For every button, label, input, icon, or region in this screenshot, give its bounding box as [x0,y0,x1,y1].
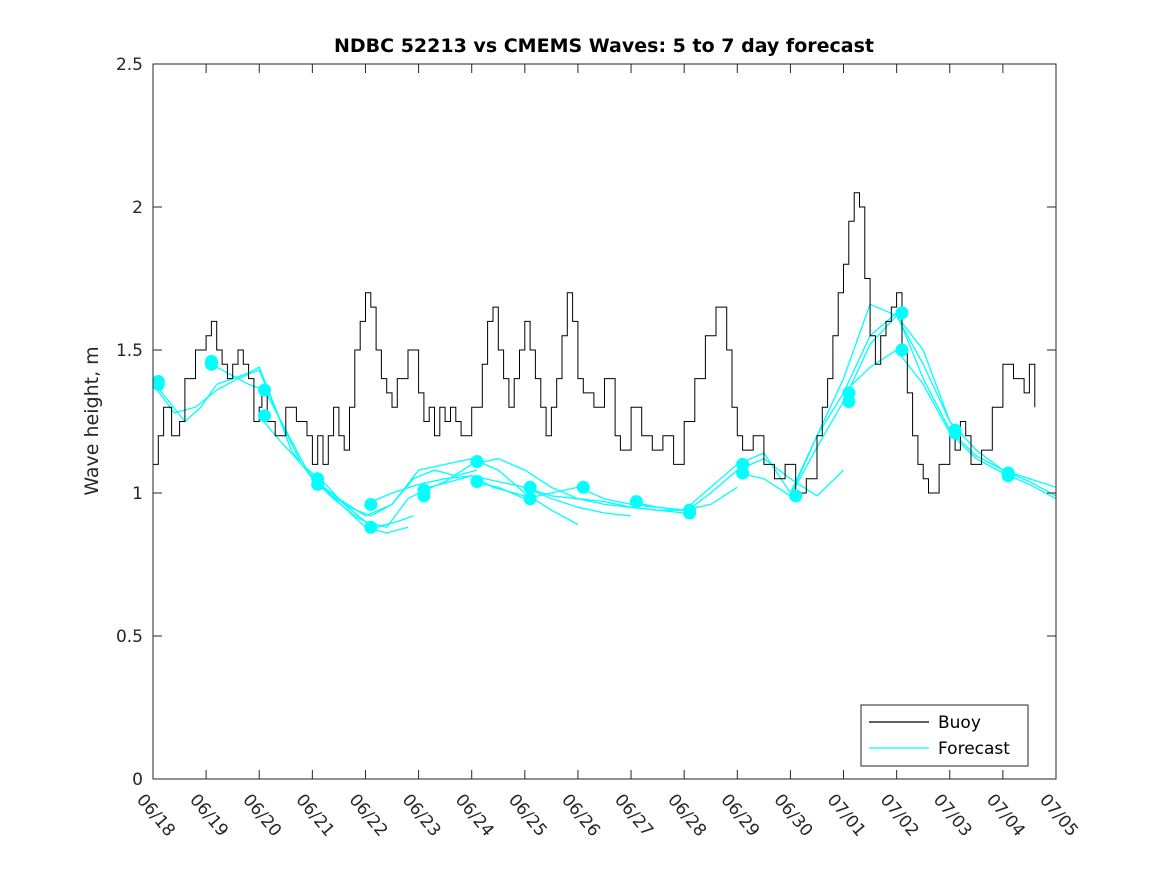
forecast-marker-14 [523,480,537,494]
plot-area [153,192,1056,534]
forecast-marker-12 [470,455,484,469]
forecast-marker-1 [153,377,165,391]
forecast-marker-8 [364,497,378,511]
forecast-marker-25 [895,306,909,320]
forecast-run-line-2 [205,360,478,517]
forecast-marker-11 [417,489,431,503]
forecast-marker-9 [364,520,378,534]
forecast-marker-28 [948,426,962,440]
y-tick-label: 2.5 [116,55,143,75]
forecast-marker-26 [895,343,909,357]
y-tick-label: 1 [132,484,143,504]
forecast-marker-30 [1001,469,1015,483]
legend-entry-label: Forecast [938,739,1010,759]
forecast-marker-15 [523,492,537,506]
chart-title: NDBC 52213 vs CMEMS Waves: 5 to 7 day fo… [334,35,874,57]
legend-box [860,704,1029,767]
forecast-marker-21 [736,466,750,480]
forecast-marker-24 [842,394,856,408]
forecast-marker-4 [258,383,272,397]
legend: Buoy Forecast [860,704,1029,767]
y-tick-label: 2 [132,198,143,218]
forecast-run-line-5 [365,475,632,517]
forecast-marker-19 [682,506,696,520]
y-tick-label: 1.5 [116,341,143,361]
axes-box [152,63,1057,780]
forecast-marker-17 [629,495,643,509]
forecast-marker-16 [576,480,590,494]
legend-entry-label: Buoy [938,713,981,733]
y-tick-label: 0 [132,770,143,790]
forecast-marker-7 [311,477,325,491]
forecast-marker-3 [204,357,218,371]
forecast-marker-22 [789,489,803,503]
forecast-marker-13 [470,475,484,489]
buoy-series-line [153,192,1036,494]
forecast-marker-5 [258,409,272,423]
y-tick-label: 0.5 [116,627,143,647]
y-axis-label: Wave height, m [81,346,103,495]
plot-inner [153,192,1056,534]
